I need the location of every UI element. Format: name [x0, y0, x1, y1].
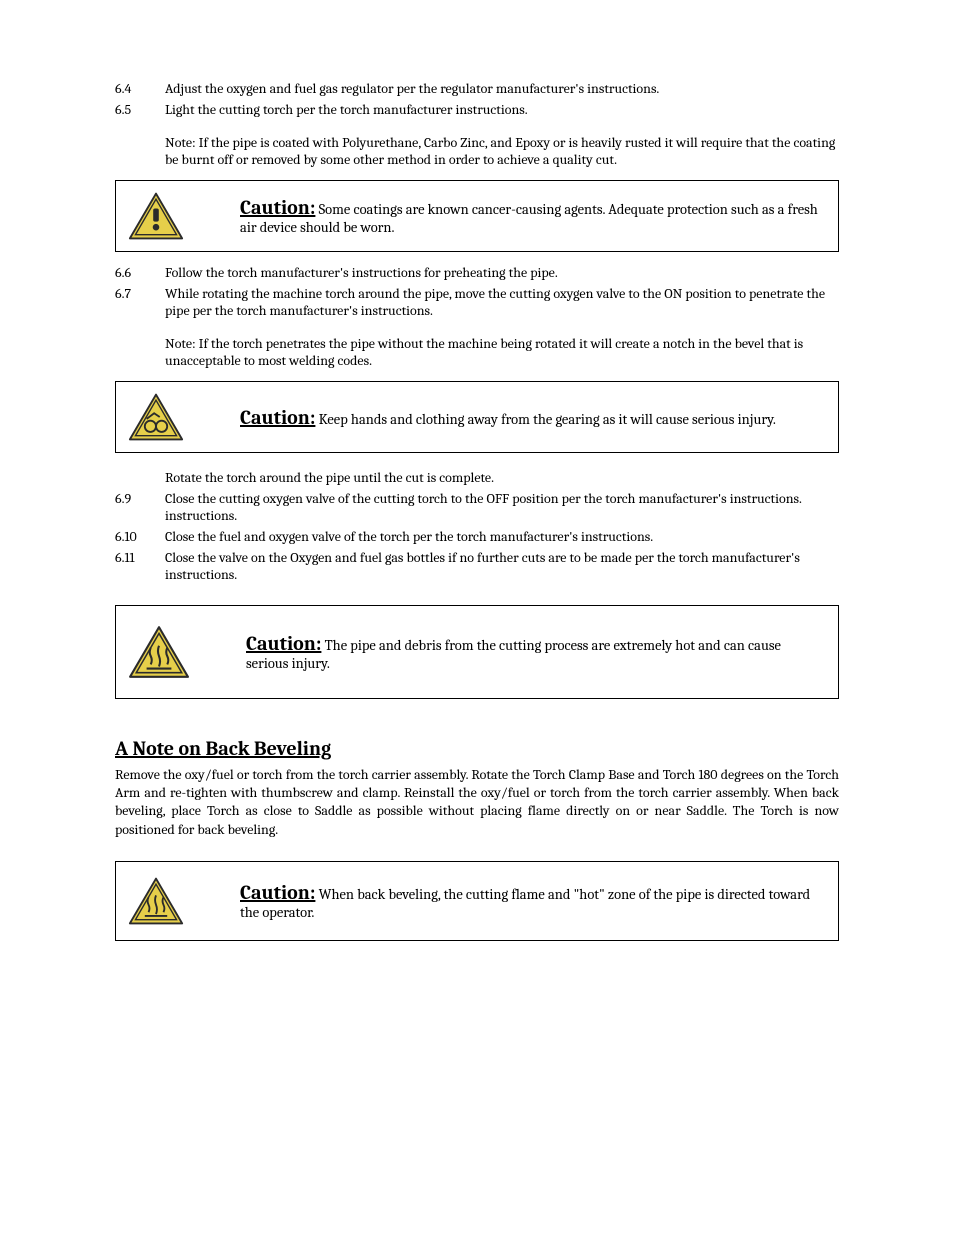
step-text: Close the fuel and oxygen valve of the t…	[165, 528, 839, 545]
hand-hazard-icon	[128, 392, 184, 442]
caution-label: Caution:	[240, 196, 315, 219]
caution-text: Caution: When back beveling, the cutting…	[240, 881, 826, 921]
section-heading: A Note on Back Beveling	[115, 737, 839, 760]
step-6-6: 6.6 Follow the torch manufacturer's inst…	[115, 264, 839, 281]
step-number: 6.4	[115, 80, 165, 97]
caution-box-1: Caution: Some coatings are known cancer-…	[115, 180, 839, 252]
step-number: 6.9	[115, 490, 165, 524]
caution-body: When back beveling, the cutting flame an…	[240, 886, 810, 921]
caution-body: Keep hands and clothing away from the ge…	[315, 411, 775, 428]
caution-body: The pipe and debris from the cutting pro…	[246, 637, 781, 672]
step-6-5: 6.5 Light the cutting torch per the torc…	[115, 101, 839, 118]
step-text: Light the cutting torch per the torch ma…	[165, 101, 839, 118]
section-body: Remove the oxy/fuel or torch from the to…	[115, 766, 839, 839]
step-text: Close the cutting oxygen valve of the cu…	[165, 490, 839, 524]
step-6-4: 6.4 Adjust the oxygen and fuel gas regul…	[115, 80, 839, 97]
step-text: While rotating the machine torch around …	[165, 285, 839, 319]
document-page: 6.4 Adjust the oxygen and fuel gas regul…	[0, 0, 954, 1235]
step-text: Close the valve on the Oxygen and fuel g…	[165, 549, 839, 583]
caution-label: Caution:	[240, 406, 315, 429]
step-text: Follow the torch manufacturer's instruct…	[165, 264, 839, 281]
step-number: 6.6	[115, 264, 165, 281]
caution-label: Caution:	[240, 881, 315, 904]
step-number: 6.5	[115, 101, 165, 118]
step-number: 6.11	[115, 549, 165, 583]
caution-box-2: Caution: Keep hands and clothing away fr…	[115, 381, 839, 453]
caution-box-3: Caution: The pipe and debris from the cu…	[115, 605, 839, 699]
hot-surface-icon	[128, 624, 190, 680]
step-6-9: 6.9 Close the cutting oxygen valve of th…	[115, 490, 839, 524]
step-text: Adjust the oxygen and fuel gas regulator…	[165, 80, 839, 97]
hot-surface-icon	[128, 876, 184, 926]
step-number: 6.7	[115, 285, 165, 319]
caution-text: Caution: The pipe and debris from the cu…	[246, 632, 826, 672]
caution-body: Some coatings are known cancer-causing a…	[240, 201, 818, 236]
step-number: 6.10	[115, 528, 165, 545]
caution-text: Caution: Keep hands and clothing away fr…	[240, 406, 826, 429]
warning-icon	[128, 191, 184, 241]
note-6-7: Note: If the torch penetrates the pipe w…	[165, 335, 839, 369]
caution-label: Caution:	[246, 632, 321, 655]
step-6-11: 6.11 Close the valve on the Oxygen and f…	[115, 549, 839, 583]
rotate-instruction: Rotate the torch around the pipe until t…	[165, 469, 839, 486]
step-6-10: 6.10 Close the fuel and oxygen valve of …	[115, 528, 839, 545]
step-6-7: 6.7 While rotating the machine torch aro…	[115, 285, 839, 319]
note-6-5: Note: If the pipe is coated with Polyure…	[165, 134, 839, 168]
caution-box-4: Caution: When back beveling, the cutting…	[115, 861, 839, 941]
caution-text: Caution: Some coatings are known cancer-…	[240, 196, 826, 236]
